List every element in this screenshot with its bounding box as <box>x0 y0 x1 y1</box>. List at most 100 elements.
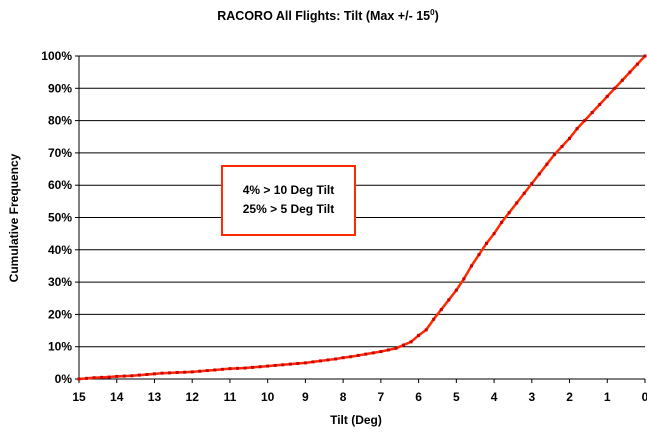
y-tick-label: 100% <box>41 49 72 63</box>
data-point <box>243 366 247 370</box>
x-axis-title: Tilt (Deg) <box>330 413 382 427</box>
x-tick-label: 4 <box>491 390 498 404</box>
y-tick-label: 80% <box>48 114 72 128</box>
x-tick-label: 1 <box>604 390 611 404</box>
annotation-border <box>221 165 356 236</box>
x-tick-label: 7 <box>378 390 385 404</box>
data-point <box>454 288 458 292</box>
data-point <box>152 372 156 376</box>
data-point <box>349 355 353 359</box>
data-point <box>485 241 489 245</box>
annotation-box: 4% > 10 Deg Tilt 25% > 5 Deg Tilt <box>221 165 356 236</box>
data-point <box>492 232 496 236</box>
data-point <box>168 371 172 375</box>
data-point <box>235 366 239 370</box>
y-tick-labels: 0% 10% 20% 30% 40% 50% 60% 70% 80% 90% 100% <box>41 49 72 386</box>
annotation-line-2: 25% > 5 Deg Tilt <box>243 202 334 216</box>
data-point <box>515 201 519 205</box>
data-point <box>522 191 526 195</box>
x-tick-label: 13 <box>148 390 162 404</box>
data-point <box>213 368 217 372</box>
data-point <box>575 127 579 131</box>
y-tick-label: 10% <box>48 340 72 354</box>
data-point <box>628 70 632 74</box>
data-point <box>183 370 187 374</box>
axes <box>75 55 646 383</box>
data-point <box>613 86 617 90</box>
x-tick-label: 3 <box>528 390 535 404</box>
x-tick-label: 14 <box>110 390 124 404</box>
data-point <box>477 253 481 257</box>
data-point <box>92 376 96 380</box>
data-point <box>583 119 587 123</box>
data-point <box>85 376 89 380</box>
data-point <box>220 367 224 371</box>
data-point <box>409 340 413 344</box>
gridlines <box>79 55 645 348</box>
data-point <box>107 375 111 379</box>
data-point <box>447 298 451 302</box>
x-tick-labels: 15 14 13 12 11 10 9 8 7 6 5 4 3 2 1 0 <box>72 390 647 404</box>
data-point <box>379 350 383 354</box>
data-point <box>432 317 436 321</box>
data-point <box>334 357 338 361</box>
data-point <box>251 365 255 369</box>
data-point <box>281 363 285 367</box>
data-point <box>605 94 609 98</box>
data-point <box>598 102 602 106</box>
data-point <box>552 153 556 157</box>
chart-title-superscript: 0 <box>430 8 435 17</box>
data-point <box>228 367 232 371</box>
data-point <box>386 348 390 352</box>
data-point <box>462 277 466 281</box>
chart-title-close: ) <box>435 9 439 23</box>
y-tick-label: 30% <box>48 275 72 289</box>
series-group <box>77 54 647 381</box>
data-point <box>318 359 322 363</box>
data-point <box>258 365 262 369</box>
data-point <box>130 374 134 378</box>
x-tick-label: 2 <box>566 390 573 404</box>
data-point <box>205 369 209 373</box>
x-tick-label: 8 <box>340 390 347 404</box>
x-tick-label: 11 <box>224 390 237 404</box>
annotation-line-1: 4% > 10 Deg Tilt <box>243 183 334 197</box>
x-tick-label: 10 <box>261 390 275 404</box>
data-point <box>364 352 368 356</box>
y-tick-label: 0% <box>55 372 73 386</box>
data-point <box>635 62 639 66</box>
data-point <box>537 172 541 176</box>
data-point <box>77 377 81 381</box>
data-point <box>394 346 398 350</box>
data-point <box>198 369 202 373</box>
data-point <box>122 374 126 378</box>
data-point <box>190 370 194 374</box>
data-point <box>469 264 473 268</box>
data-point <box>643 54 647 58</box>
data-point <box>266 364 270 368</box>
data-point <box>424 328 428 332</box>
data-point <box>620 78 624 82</box>
data-point <box>175 371 179 375</box>
data-point <box>288 362 292 366</box>
data-point <box>439 308 443 312</box>
data-point <box>115 374 119 378</box>
x-tick-label: 6 <box>415 390 422 404</box>
data-point <box>356 353 360 357</box>
x-tick-label: 12 <box>186 390 200 404</box>
x-tick-label: 15 <box>72 390 86 404</box>
data-point <box>341 356 345 360</box>
y-tick-label: 50% <box>48 211 72 225</box>
data-point <box>417 333 421 337</box>
x-tick-label: 5 <box>453 390 460 404</box>
y-tick-label: 90% <box>48 81 72 95</box>
data-point <box>137 373 141 377</box>
data-point <box>568 136 572 140</box>
data-point <box>296 362 300 365</box>
y-axis-title: Cumulative Frequency <box>7 153 21 282</box>
y-tick-label: 20% <box>48 307 72 321</box>
data-point <box>160 371 164 375</box>
data-point <box>590 111 594 115</box>
